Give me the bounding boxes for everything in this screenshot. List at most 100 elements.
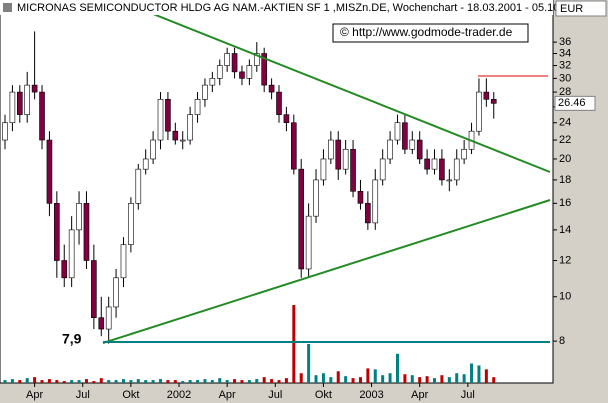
- candle-body: [476, 91, 482, 132]
- y-tick-label: 14: [559, 224, 571, 236]
- volume-bar: [10, 379, 14, 383]
- volume-bar: [403, 374, 407, 383]
- volume-bar: [366, 368, 370, 383]
- candle-body: [372, 179, 379, 224]
- volume-bar: [144, 380, 148, 383]
- volume-bar: [203, 379, 207, 383]
- candle-body: [83, 203, 90, 261]
- volume-bar: [381, 375, 385, 383]
- title-bg: [0, 0, 553, 15]
- volume-bar: [84, 379, 88, 383]
- volume-bar: [121, 379, 125, 383]
- volume-bar: [351, 378, 355, 383]
- volume-bar: [40, 380, 44, 383]
- candle-body: [261, 53, 267, 86]
- volume-bar: [129, 380, 133, 383]
- volume-bar: [388, 373, 392, 383]
- x-tick-label: Okt: [315, 389, 332, 401]
- y-tick-label: 28: [559, 86, 571, 98]
- volume-bar: [181, 381, 185, 383]
- candle-body: [179, 139, 186, 142]
- volume-bar: [77, 380, 81, 383]
- candle-body: [313, 179, 319, 217]
- volume-bar: [477, 365, 481, 383]
- candle-body: [424, 158, 430, 170]
- currency-box: [555, 0, 607, 17]
- candle-body: [387, 139, 393, 160]
- x-tick-label: Apr: [219, 389, 236, 401]
- volume-bar: [166, 380, 170, 383]
- volume-bar: [55, 380, 59, 383]
- trend-line: [102, 199, 551, 344]
- volume-bar: [307, 344, 311, 383]
- y-tick-label: 30: [559, 72, 571, 84]
- volume-bar: [25, 378, 29, 383]
- candle-body: [120, 244, 127, 279]
- candle-body: [335, 139, 342, 170]
- icon: [3, 3, 12, 12]
- last-price-label: 26.46: [558, 97, 586, 109]
- annotation: 7,9: [62, 331, 82, 347]
- candle-body: [9, 91, 16, 124]
- candle-body: [61, 260, 68, 279]
- candle-body: [328, 139, 334, 160]
- volume-bar: [196, 380, 200, 383]
- volume-bar: [470, 363, 474, 383]
- candle-body: [187, 114, 193, 141]
- y-tick-label: 10: [559, 291, 571, 303]
- volume-bar: [240, 380, 244, 383]
- candle-body: [253, 53, 260, 66]
- candle-body: [365, 203, 371, 224]
- candle-body: [202, 84, 208, 100]
- volume-bar: [159, 379, 163, 383]
- y-tick-label: 34: [559, 47, 571, 59]
- candle-body: [283, 114, 290, 124]
- candle-body: [39, 91, 45, 141]
- candle-body: [291, 122, 297, 170]
- copyright: © http://www.godmode-trader.de: [340, 25, 513, 39]
- candle-body: [194, 99, 201, 115]
- y-tick-label: 16: [559, 197, 571, 209]
- volume-bar: [218, 378, 222, 383]
- volume-bar: [358, 377, 362, 383]
- volume-bar: [395, 353, 399, 383]
- y-tick-label: 20: [559, 153, 571, 165]
- volume-bar: [99, 378, 103, 383]
- volume-bar: [418, 377, 422, 383]
- volume-bar: [114, 380, 118, 383]
- x-tick-label: Jul: [268, 389, 282, 401]
- candle-body: [165, 99, 171, 132]
- trend-line: [117, 0, 551, 173]
- copyright-box: [332, 23, 529, 43]
- candle-body: [128, 203, 134, 245]
- volume-bar: [425, 376, 429, 383]
- candle-body: [490, 99, 497, 104]
- candle-body: [142, 158, 149, 170]
- candle-body: [394, 122, 401, 141]
- y-tick-label: 32: [559, 59, 571, 71]
- volume-bar: [225, 380, 229, 383]
- volume-bar: [314, 375, 318, 383]
- volume-bar: [173, 380, 177, 383]
- y-tick-label: 12: [559, 254, 571, 266]
- volume-bar: [336, 371, 340, 383]
- volume-bar: [321, 373, 325, 383]
- candle-body: [113, 277, 119, 308]
- x-tick-label: 2003: [359, 389, 383, 401]
- volume-bar: [447, 377, 451, 383]
- candle-body: [350, 148, 356, 192]
- volume-bar: [284, 378, 288, 383]
- volume-bar: [255, 379, 259, 383]
- x-tick-label: Apr: [411, 389, 428, 401]
- currency: EUR: [560, 3, 583, 15]
- candle-body: [416, 139, 423, 160]
- volume-bar: [455, 373, 459, 383]
- candle-body: [483, 91, 490, 100]
- candle-body: [76, 203, 82, 231]
- volume-bar: [492, 377, 496, 383]
- volume-bar: [262, 377, 266, 383]
- candle-body: [239, 71, 245, 79]
- candle-body: [98, 317, 105, 330]
- volume-bar: [247, 380, 251, 383]
- candle-body: [209, 78, 216, 86]
